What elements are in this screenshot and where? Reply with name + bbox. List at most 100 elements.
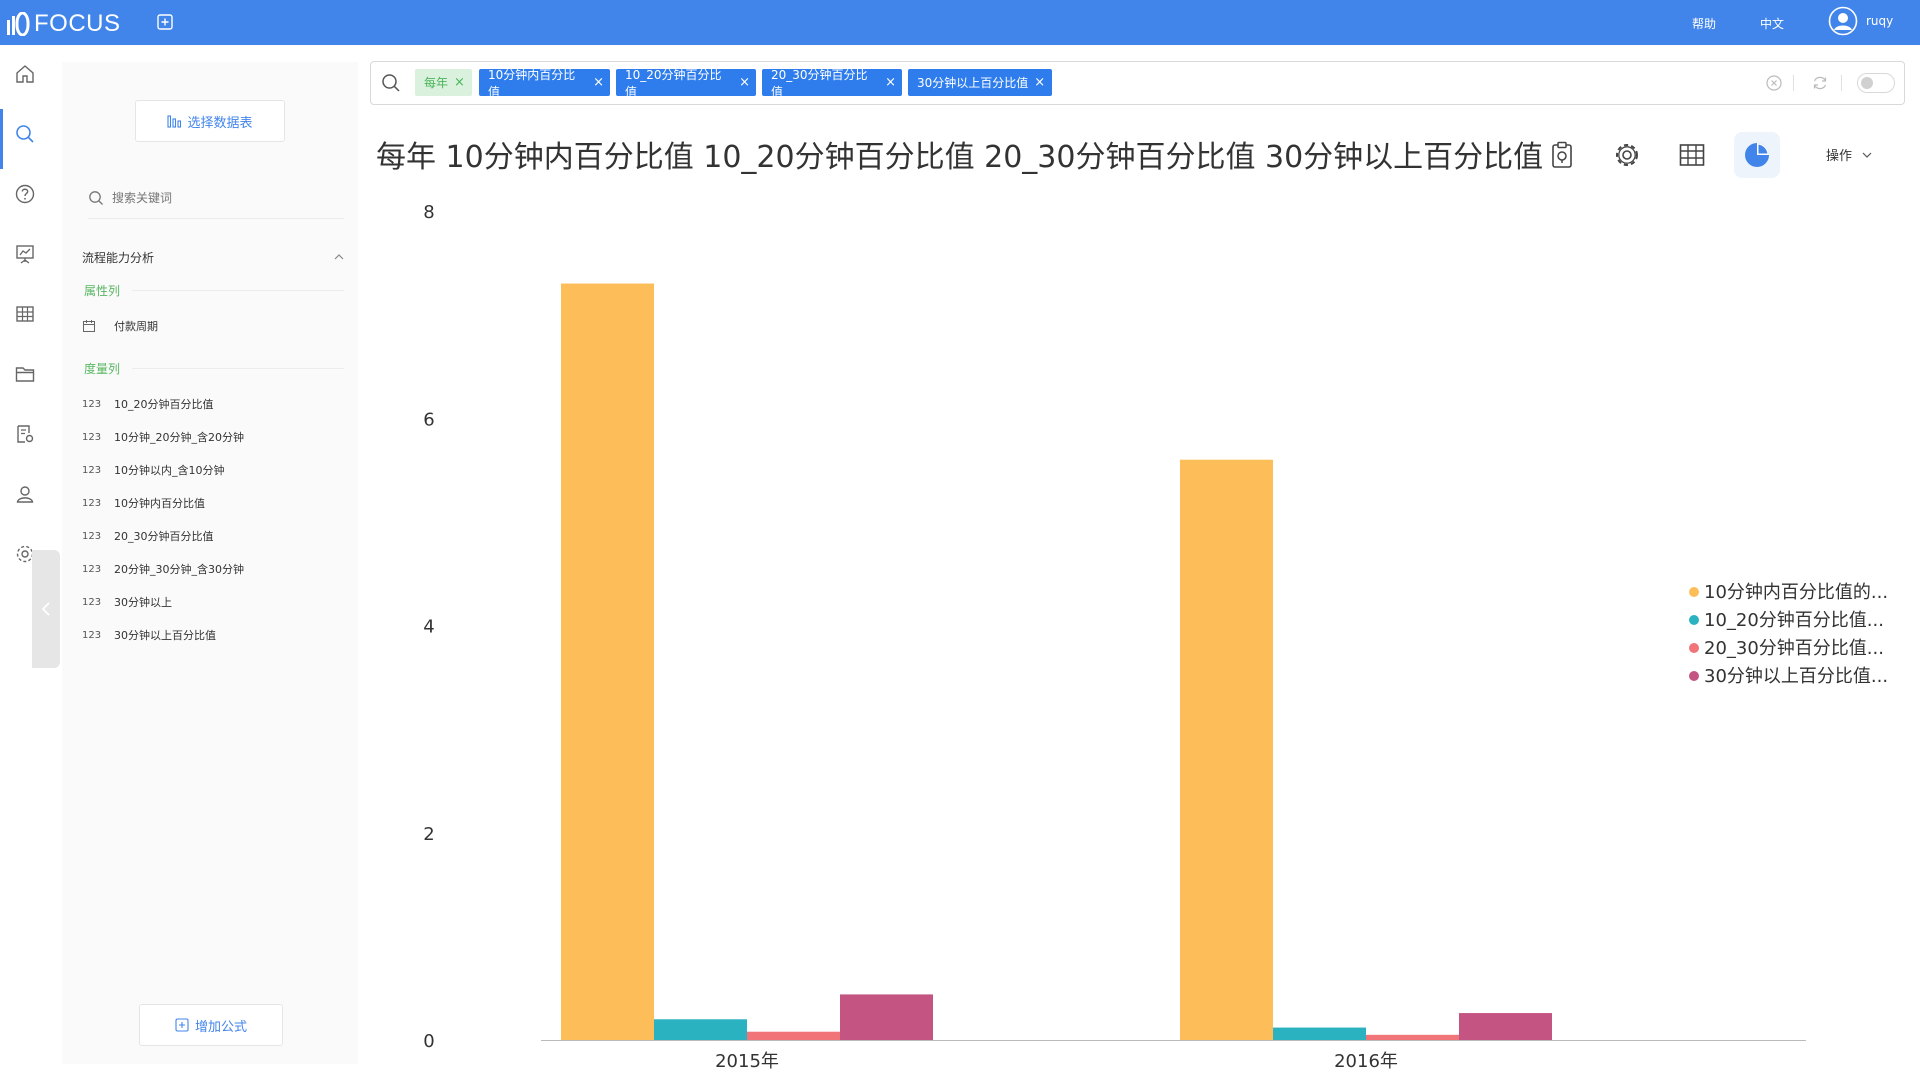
operations-label: 操作 xyxy=(1826,149,1853,164)
nav-dashboard[interactable] xyxy=(0,229,50,279)
y-tick-label: 8 xyxy=(423,202,434,223)
bar[interactable] xyxy=(1459,1013,1552,1040)
table-icon xyxy=(1679,144,1705,166)
x-tick-label: 2015年 xyxy=(715,1051,779,1072)
help-link[interactable]: 帮助 xyxy=(1692,17,1717,31)
bar[interactable] xyxy=(840,994,933,1040)
keyword-search[interactable] xyxy=(88,178,344,219)
table-view-button[interactable] xyxy=(1669,132,1715,178)
search-bar[interactable]: 每年 × 10分钟内百分比值 × 10_20分钟百分比值 × 20_30分钟百分比值 ×… xyxy=(370,61,1905,105)
bar[interactable] xyxy=(1180,459,1273,1040)
legend-label[interactable]: 10_20分钟百分比值... xyxy=(1704,610,1884,631)
numeric-type-badge: 123 xyxy=(82,629,102,641)
close-icon[interactable]: × xyxy=(739,75,750,90)
legend-swatch[interactable] xyxy=(1689,587,1699,597)
measure-field-row[interactable]: 123 10分钟以内_含10分钟 xyxy=(82,460,225,480)
chart-settings-button[interactable] xyxy=(1604,132,1650,178)
close-icon[interactable]: × xyxy=(1034,75,1046,90)
attribute-section-label: 属性列 xyxy=(84,284,121,298)
refresh-button[interactable] xyxy=(1811,74,1829,92)
close-icon[interactable]: × xyxy=(593,75,604,90)
measure-field-row[interactable]: 123 20_30分钟百分比值 xyxy=(82,526,214,546)
search-icon xyxy=(382,74,400,92)
collapse-panel-handle[interactable] xyxy=(32,550,60,668)
pie-chart-icon xyxy=(1745,143,1769,167)
legend-label[interactable]: 10分钟内百分比值的... xyxy=(1704,582,1888,603)
bar[interactable] xyxy=(1273,1027,1366,1040)
chart-view-button[interactable] xyxy=(1734,132,1780,178)
select-data-table-button[interactable]: 选择数据表 xyxy=(135,100,285,142)
search-icon xyxy=(16,125,34,143)
measure-field-row[interactable]: 123 10分钟内百分比值 xyxy=(82,493,205,513)
close-icon[interactable]: × xyxy=(454,75,465,90)
numeric-type-badge: 123 xyxy=(82,596,102,608)
nav-home[interactable] xyxy=(0,49,50,99)
nav-search[interactable] xyxy=(0,109,50,169)
y-tick-label: 4 xyxy=(423,617,434,638)
legend-swatch[interactable] xyxy=(1689,671,1699,681)
y-tick-label: 2 xyxy=(423,824,434,845)
chevron-left-icon xyxy=(41,602,50,616)
measure-field-row[interactable]: 123 10分钟_20分钟_含20分钟 xyxy=(82,427,244,447)
nav-files[interactable] xyxy=(0,349,50,399)
nav-tables[interactable] xyxy=(0,289,50,339)
search-icon xyxy=(89,191,103,205)
bar[interactable] xyxy=(654,1019,747,1040)
bar-chart-icon xyxy=(167,115,182,128)
close-circle-icon xyxy=(1766,75,1782,91)
divider xyxy=(1841,75,1842,91)
measure-field-name: 20分钟_30分钟_含30分钟 xyxy=(114,563,244,576)
keyword-search-input[interactable] xyxy=(110,190,314,206)
measure-field-row[interactable]: 123 20分钟_30分钟_含30分钟 xyxy=(82,559,244,579)
chevron-down-icon xyxy=(1862,152,1872,158)
nav-users[interactable] xyxy=(0,469,50,519)
legend-label[interactable]: 30分钟以上百分比值... xyxy=(1704,666,1888,687)
token-label: 30分钟以上百分比值 xyxy=(917,76,1029,90)
user-menu[interactable]: ruqy xyxy=(1828,6,1893,36)
measure-field-name: 10分钟以内_含10分钟 xyxy=(114,464,225,477)
measure-field-row[interactable]: 123 30分钟以上 xyxy=(82,592,172,612)
field-group-header[interactable]: 流程能力分析 xyxy=(82,247,344,267)
operations-menu[interactable]: 操作 xyxy=(1826,145,1872,164)
plus-square-icon xyxy=(175,1018,189,1032)
bar-chart: 0 2 4 6 8 2015年 2016年 10分钟内百分比值的... 10_20分钟百分比… xyxy=(423,202,1888,1072)
add-formula-button[interactable]: 增加公式 xyxy=(139,1004,283,1046)
new-tab-button[interactable] xyxy=(156,13,174,31)
close-icon[interactable]: × xyxy=(885,75,896,90)
bar[interactable] xyxy=(747,1031,840,1040)
attribute-field-row[interactable]: 付款周期 xyxy=(82,316,158,336)
clear-search-button[interactable] xyxy=(1765,74,1783,92)
nav-help[interactable] xyxy=(0,169,50,219)
token-label: 20_30分钟百分比值 xyxy=(771,67,868,99)
measure-field-name: 20_30分钟百分比值 xyxy=(114,530,214,543)
legend: 10分钟内百分比值的... 10_20分钟百分比值... 20_30分钟百分比值..… xyxy=(1689,582,1888,687)
numeric-type-badge: 123 xyxy=(82,497,102,509)
measure-field-name: 30分钟以上百分比值 xyxy=(114,629,216,642)
search-token-measure[interactable]: 10_20分钟百分比值 × xyxy=(616,68,756,99)
search-token-measure[interactable]: 30分钟以上百分比值 × xyxy=(908,69,1052,96)
legend-swatch[interactable] xyxy=(1689,643,1699,653)
bar[interactable] xyxy=(561,283,654,1041)
logo-bars-icon xyxy=(7,12,30,36)
document-gear-icon xyxy=(17,425,34,443)
legend-label[interactable]: 20_30分钟百分比值... xyxy=(1704,638,1884,659)
divider xyxy=(132,290,344,291)
bar[interactable] xyxy=(1366,1034,1459,1040)
plus-square-icon xyxy=(157,14,173,30)
search-token-measure[interactable]: 20_30分钟百分比值 × xyxy=(762,68,902,99)
measure-field-row[interactable]: 123 30分钟以上百分比值 xyxy=(82,625,216,645)
search-mode-toggle[interactable] xyxy=(1857,73,1895,93)
nav-data-management[interactable] xyxy=(0,409,50,459)
measure-field-row[interactable]: 123 10_20分钟百分比值 xyxy=(82,394,214,414)
save-report-button[interactable] xyxy=(1539,132,1585,178)
top-bar: FOCUS 帮助 中文 ruqy xyxy=(0,0,1920,45)
legend-swatch[interactable] xyxy=(1689,615,1699,625)
language-switch[interactable]: 中文 xyxy=(1760,17,1785,31)
x-axis: 2015年 2016年 xyxy=(541,1040,1806,1072)
nav-rail xyxy=(0,45,60,1079)
user-name: ruqy xyxy=(1866,14,1894,28)
app-logo[interactable]: FOCUS xyxy=(6,10,121,38)
search-token-year[interactable]: 每年 × xyxy=(415,69,472,96)
app-name: FOCUS xyxy=(34,10,121,37)
search-token-measure[interactable]: 10分钟内百分比值 × xyxy=(479,68,610,99)
